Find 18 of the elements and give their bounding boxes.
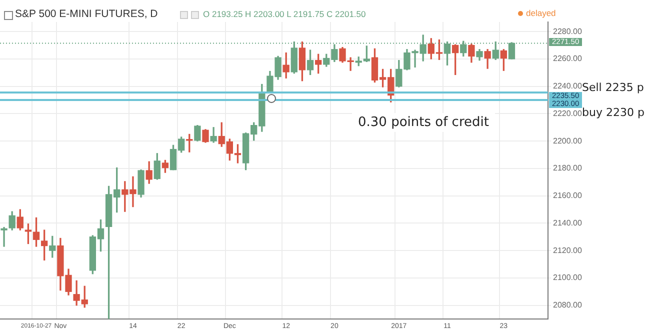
y-tick-label: 2120.00 <box>553 246 582 255</box>
text: delayed <box>526 8 556 18</box>
y-tick-label: 2140.00 <box>553 218 582 228</box>
y-tick-label: 2240.00 <box>553 82 582 91</box>
y-tick-label: 2100.00 <box>553 273 582 282</box>
candlestick <box>0 226 8 247</box>
text: Sell 2235 p <box>582 81 644 94</box>
y-tick-label: 2280.00 <box>553 26 582 36</box>
y-tick-label: 2160.00 <box>553 191 582 200</box>
y-tick-label: 2180.00 <box>553 164 582 173</box>
y-tick-label: 2260.00 <box>553 54 582 64</box>
y-tick-label: 2200.00 <box>553 136 582 146</box>
text: O 2193.25 H 2203.00 L 2191.75 C 2201.50 <box>203 9 366 19</box>
y-tick-label: 2080.00 <box>553 300 582 310</box>
y-tick-label: 2220.00 <box>553 108 582 118</box>
text: buy 2230 p <box>582 106 644 119</box>
chart-title: S&P 500 E-MINI FUTURES, D <box>15 8 158 20</box>
annotation: 0.30 points of credit <box>352 113 495 132</box>
